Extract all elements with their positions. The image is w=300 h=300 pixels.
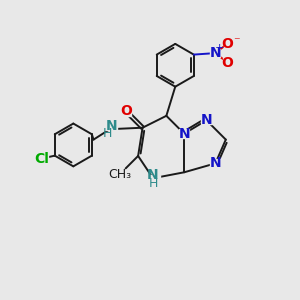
- Bar: [105, 122, 117, 130]
- Bar: [223, 58, 232, 67]
- Text: H: H: [148, 177, 158, 190]
- Text: N: N: [147, 168, 159, 182]
- Text: N: N: [106, 118, 117, 133]
- Text: +: +: [215, 43, 225, 53]
- Bar: [146, 175, 160, 185]
- Bar: [224, 39, 237, 48]
- Text: O: O: [222, 37, 234, 51]
- Text: CH₃: CH₃: [108, 168, 131, 181]
- Text: N: N: [178, 127, 190, 141]
- Text: N: N: [210, 156, 221, 170]
- Text: O: O: [222, 56, 234, 70]
- Bar: [210, 159, 220, 167]
- Text: N: N: [209, 46, 221, 60]
- Bar: [210, 49, 220, 57]
- Bar: [122, 107, 131, 116]
- Bar: [179, 130, 189, 138]
- Text: H: H: [103, 127, 112, 140]
- Bar: [35, 154, 48, 163]
- Text: N: N: [201, 113, 212, 127]
- Text: O: O: [120, 104, 132, 118]
- Bar: [110, 170, 129, 179]
- Text: ⁻: ⁻: [233, 36, 240, 49]
- Text: Cl: Cl: [34, 152, 49, 166]
- Bar: [201, 116, 212, 124]
